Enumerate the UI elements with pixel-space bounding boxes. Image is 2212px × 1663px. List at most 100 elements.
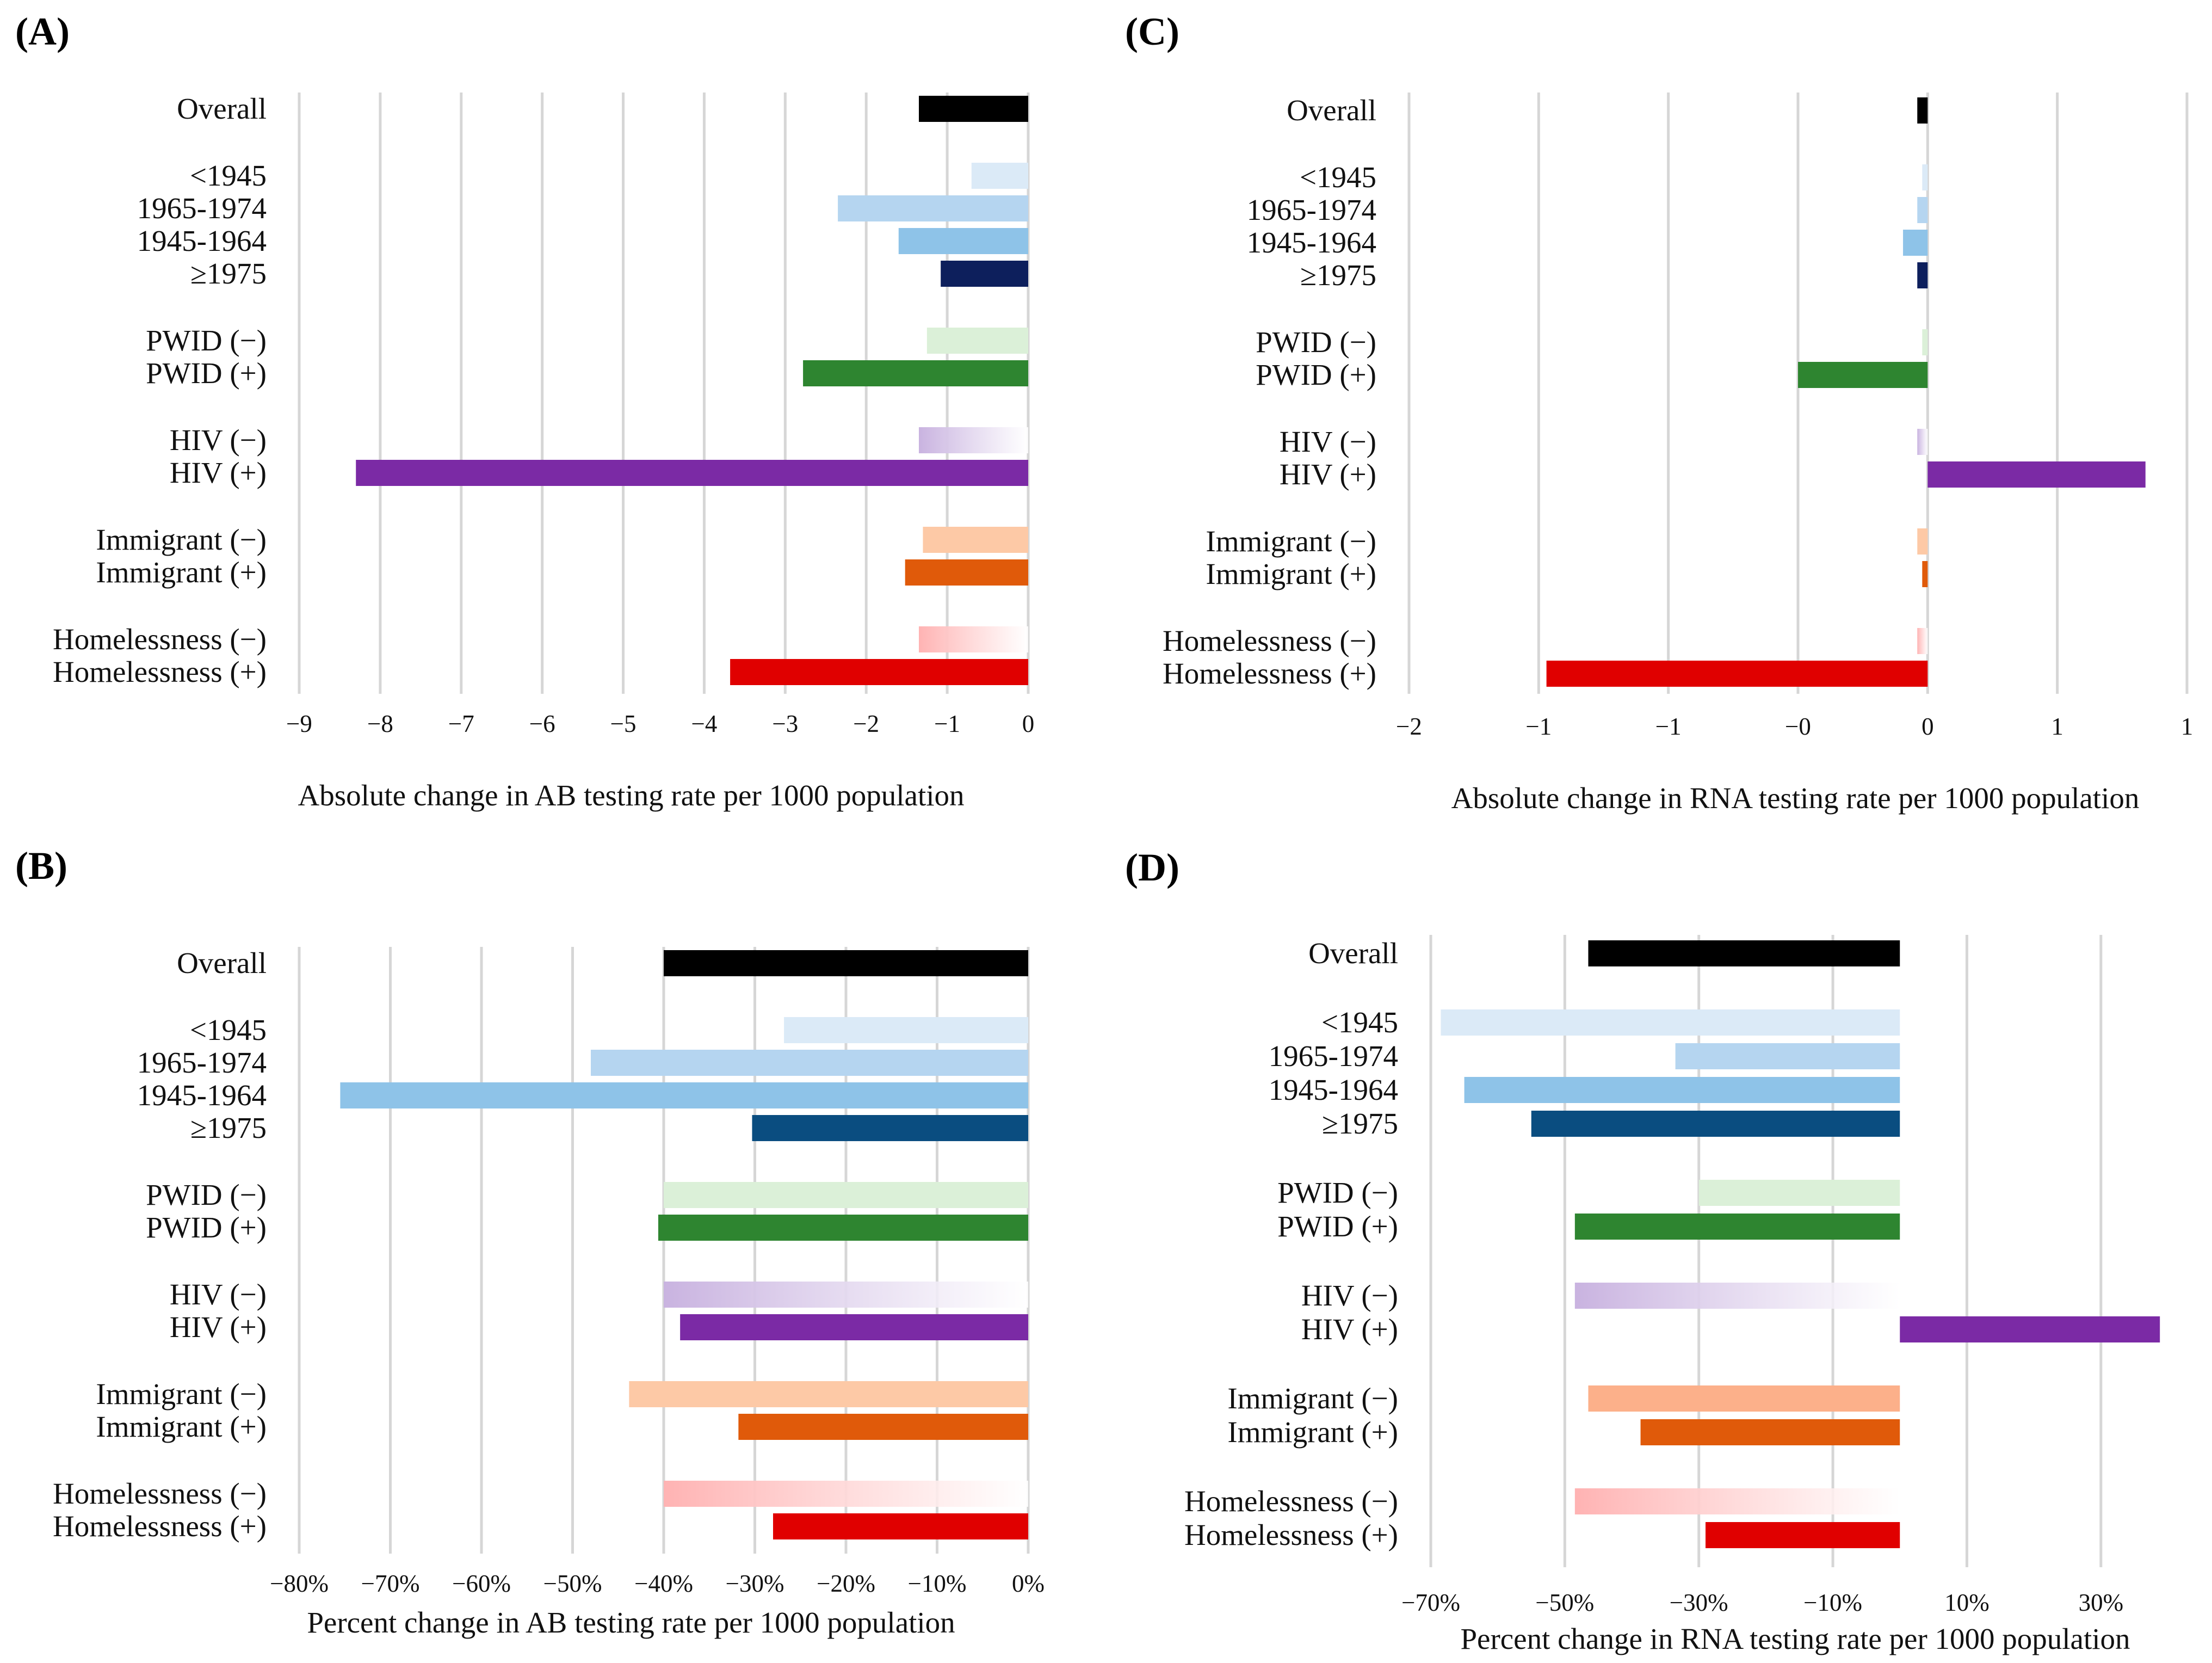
bar-d-4 [1531, 1111, 1900, 1137]
category-label: HIV (−) [170, 423, 267, 457]
tick-label: −50% [543, 1570, 602, 1597]
category-label: 1945-1964 [137, 224, 267, 257]
bar-d-10 [1640, 1419, 1900, 1445]
category-label: Homelessness (+) [1184, 1518, 1398, 1551]
bar-a-4 [941, 261, 1028, 287]
bar-c-3 [1903, 230, 1928, 256]
bar-d-8 [1900, 1316, 2160, 1342]
category-label: PWID (−) [1256, 325, 1376, 359]
x-axis-title: Percent change in RNA testing rate per 1… [1460, 1622, 2130, 1655]
bar-b-11 [664, 1481, 1028, 1507]
bar-a-12 [730, 659, 1028, 685]
bar-a-0 [919, 96, 1028, 122]
category-label: HIV (+) [1280, 458, 1376, 491]
tick-label: −0 [1785, 713, 1811, 740]
category-label: 1945-1964 [137, 1079, 267, 1112]
tick-label: −50% [1535, 1589, 1594, 1616]
bar-d-9 [1588, 1385, 1900, 1412]
tick-label: −70% [1401, 1589, 1460, 1616]
category-label: Overall [1287, 94, 1376, 127]
category-label: Homelessness (+) [53, 655, 267, 688]
x-axis-title: Absolute change in RNA testing rate per … [1451, 781, 2140, 815]
category-label: HIV (−) [1301, 1279, 1398, 1312]
category-label: PWID (+) [146, 1211, 267, 1244]
tick-label: −70% [361, 1570, 420, 1597]
bar-b-2 [591, 1050, 1028, 1076]
category-label: Homelessness (+) [53, 1510, 267, 1543]
bar-a-3 [898, 228, 1028, 254]
tick-label: −5 [610, 710, 637, 737]
tick-label: 1 [2051, 713, 2063, 740]
bar-b-6 [658, 1215, 1028, 1241]
tick-label: −80% [270, 1570, 329, 1597]
bar-c-1 [1922, 164, 1928, 190]
category-label: Overall [1308, 937, 1398, 970]
tick-label: −9 [286, 710, 312, 737]
bar-d-3 [1464, 1077, 1900, 1103]
bar-b-1 [784, 1017, 1028, 1043]
tick-label: −10% [1803, 1589, 1862, 1616]
tick-label: 1 [2181, 713, 2194, 740]
bar-d-0 [1588, 940, 1900, 966]
category-label: 1965-1974 [137, 192, 267, 225]
category-label: PWID (−) [146, 1178, 267, 1211]
bar-a-6 [803, 360, 1028, 386]
bar-a-2 [838, 195, 1028, 221]
tick-label: −4 [691, 710, 717, 737]
bar-b-0 [664, 950, 1028, 976]
category-label: Immigrant (−) [96, 1377, 267, 1411]
category-label: 1965-1974 [137, 1046, 267, 1079]
tick-label: −1 [934, 710, 960, 737]
panel-label-b: (B) [15, 844, 67, 888]
category-label: Immigrant (−) [96, 523, 267, 556]
category-label: HIV (−) [1280, 425, 1376, 458]
category-label: HIV (+) [170, 456, 267, 489]
bar-c-2 [1917, 197, 1928, 223]
tick-label: 0 [1921, 713, 1934, 740]
tick-label: −6 [529, 710, 555, 737]
tick-label: −10% [908, 1570, 967, 1597]
bar-c-5 [1922, 329, 1928, 355]
category-label: Overall [177, 92, 267, 125]
bar-b-4 [752, 1115, 1028, 1141]
x-axis-title: Percent change in AB testing rate per 10… [307, 1606, 955, 1639]
panel-label-c: (C) [1125, 10, 1179, 53]
category-label: PWID (−) [1277, 1176, 1398, 1209]
tick-label: −1 [1655, 713, 1682, 740]
category-label: Homelessness (−) [53, 623, 267, 656]
tick-label: −30% [726, 1570, 784, 1597]
bar-b-7 [664, 1282, 1028, 1308]
tick-label: −1 [1525, 713, 1552, 740]
category-label: Homelessness (+) [1163, 657, 1376, 690]
tick-label: −2 [853, 710, 879, 737]
tick-label: −8 [367, 710, 393, 737]
bar-c-10 [1922, 561, 1928, 587]
category-label: PWID (+) [146, 356, 267, 390]
category-label: Immigrant (+) [1227, 1415, 1398, 1449]
bar-a-10 [905, 559, 1028, 586]
category-label: 1945-1964 [1247, 226, 1376, 259]
category-label: Immigrant (+) [96, 1410, 267, 1443]
bar-c-0 [1917, 97, 1928, 124]
tick-label: −40% [634, 1570, 693, 1597]
bar-c-6 [1798, 362, 1928, 388]
category-label: Homelessness (−) [53, 1477, 267, 1510]
bar-b-10 [738, 1414, 1028, 1440]
tick-label: −2 [1396, 713, 1422, 740]
bar-c-11 [1917, 628, 1928, 654]
bar-d-1 [1441, 1009, 1900, 1036]
category-label: Overall [177, 946, 267, 980]
tick-label: −30% [1670, 1589, 1728, 1616]
category-label: Immigrant (+) [1206, 557, 1376, 590]
tick-label: −7 [448, 710, 474, 737]
category-label: 1965-1974 [1269, 1039, 1398, 1073]
category-label: Homelessness (−) [1184, 1485, 1398, 1518]
x-axis-title: Absolute change in AB testing rate per 1… [298, 779, 964, 812]
bar-d-2 [1675, 1043, 1900, 1069]
category-label: Immigrant (−) [1206, 525, 1376, 558]
bar-b-5 [664, 1182, 1028, 1208]
category-label: Immigrant (+) [96, 556, 267, 589]
